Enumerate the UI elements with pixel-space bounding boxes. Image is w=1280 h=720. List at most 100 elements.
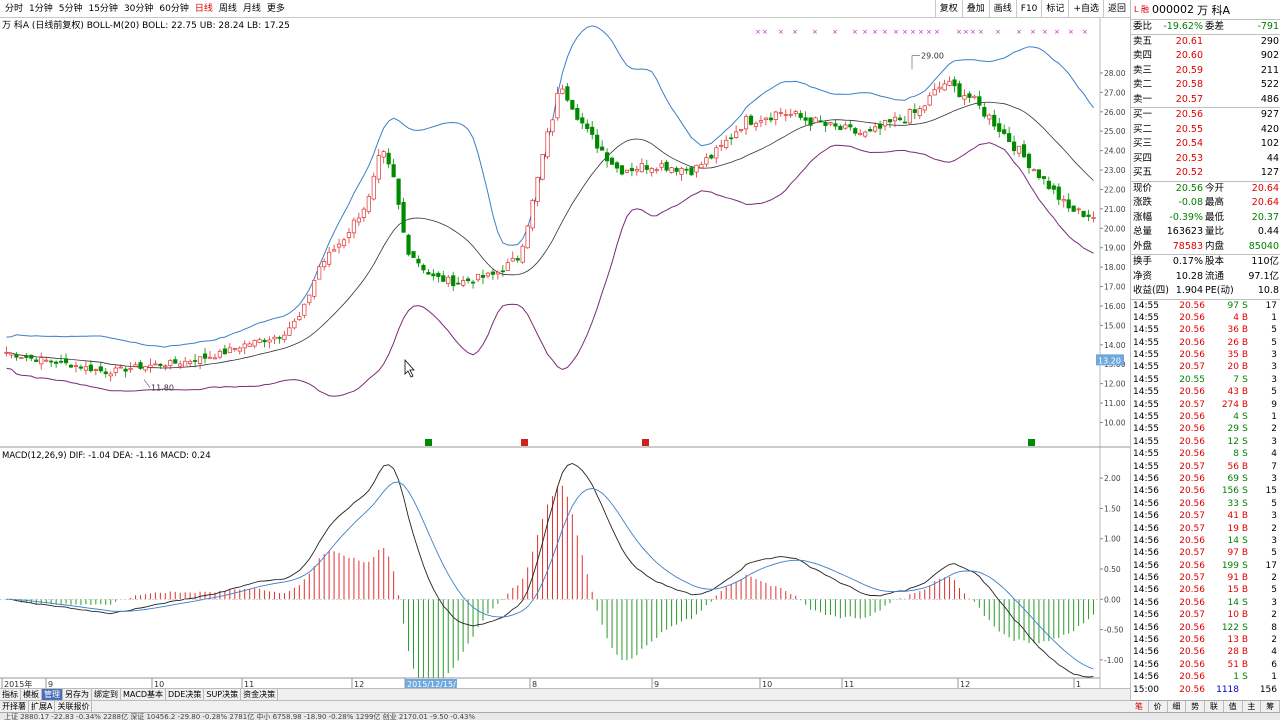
book-price: 20.53 [1175, 152, 1203, 164]
stock-code[interactable]: 000002 [1152, 3, 1194, 16]
chart-tool-button[interactable]: F10 [1015, 0, 1042, 18]
asks-row[interactable]: 卖五 20.61 290 [1131, 35, 1280, 50]
tick-volume: 14 [1227, 535, 1239, 546]
panel-tab[interactable]: 势 [1186, 701, 1205, 712]
tick-volume: 43 [1227, 387, 1239, 398]
chart-tool-button[interactable]: 返回 [1102, 0, 1130, 18]
panel-tab[interactable]: 细 [1168, 701, 1187, 712]
bids-row[interactable]: 买五 20.52 127 [1131, 166, 1280, 181]
candlestick [912, 103, 917, 120]
candlestick [1007, 126, 1012, 143]
bids-row[interactable]: 买三 20.54 102 [1131, 137, 1280, 152]
candlestick [431, 269, 436, 281]
candlestick [331, 244, 337, 252]
candlestick [9, 352, 14, 359]
chart-tool-button[interactable]: 叠加 [961, 0, 989, 18]
book-volume: 927 [1260, 109, 1279, 120]
tick-direction: B [1241, 585, 1249, 596]
candlestick [952, 76, 957, 93]
tick-price: 20.56 [1179, 635, 1205, 646]
asks-row[interactable]: 卖三 20.59 211 [1131, 64, 1280, 79]
asks-row[interactable]: 卖二 20.58 522 [1131, 78, 1280, 93]
candlestick [232, 347, 237, 352]
period-tab[interactable]: 5分钟 [58, 3, 83, 14]
book-price: 20.60 [1175, 50, 1203, 61]
candlestick [396, 178, 401, 210]
indicator-tab[interactable]: 模板 [21, 689, 42, 700]
tick-row: 14:55 20.56 43 B 5 [1131, 386, 1280, 398]
candlestick [371, 172, 376, 201]
tick-count: 3 [1271, 535, 1277, 546]
tick-list[interactable]: 14:55 20.56 97 S 17 14:55 20.56 4 B 1 14:55 20.56 36… [1131, 300, 1280, 697]
candlestick [480, 269, 486, 285]
candlestick [997, 117, 1002, 138]
fund-value: 110亿 [1251, 256, 1279, 267]
asks-row[interactable]: 卖一 20.57 486 [1131, 93, 1280, 108]
indicator-tab[interactable]: 绑定到 [92, 689, 121, 700]
indicator-tab[interactable]: 资金决策 [241, 689, 279, 700]
asks-row[interactable]: 卖四 20.60 902 [1131, 49, 1280, 64]
indicator-tab[interactable]: DDE决策 [166, 689, 205, 700]
event-marker-icon[interactable] [425, 439, 432, 446]
panel-tab[interactable]: 主 [1243, 701, 1262, 712]
indicator-tab[interactable]: 管理 [42, 689, 63, 700]
price-tick-label: 28.00 [1104, 69, 1126, 78]
panel-tab[interactable]: 价 [1149, 701, 1168, 712]
period-tab[interactable]: 周线 [218, 3, 237, 14]
panel-tab[interactable]: 值 [1224, 701, 1243, 712]
quote-label: 内盘 [1205, 240, 1225, 252]
macd-tick-label: 2.00 [1104, 474, 1121, 483]
indicator-tab[interactable]: MACD基本 [121, 689, 166, 700]
period-tab[interactable]: 日线 [194, 3, 213, 14]
indicator-tab[interactable]: 指标 [0, 689, 21, 700]
candlestick [406, 233, 411, 257]
candlestick [68, 363, 74, 369]
chart-tool-button[interactable]: 标记 [1041, 0, 1068, 18]
candlestick [153, 360, 158, 366]
tick-volume: 4 [1233, 312, 1239, 323]
tick-row: 14:56 20.56 13 B 2 [1131, 634, 1280, 646]
panel-tab[interactable]: 联 [1205, 701, 1224, 712]
period-tab[interactable]: 60分钟 [159, 3, 189, 14]
panel-tab[interactable]: 笔 [1130, 701, 1149, 712]
indicator-tab[interactable]: 另存为 [63, 689, 92, 700]
chart-tool-button[interactable]: 复权 [934, 0, 962, 18]
chart-tools: 复权 叠加 画线 F10 标记 +自选 返回 [934, 0, 1130, 18]
tick-count: 2 [1271, 610, 1277, 621]
fund-value: 10.28 [1175, 270, 1203, 282]
bids-row[interactable]: 买二 20.55 420 [1131, 123, 1280, 138]
signal-x-marker: × [862, 28, 868, 36]
extra-tab[interactable]: 开择薯 [0, 701, 29, 712]
period-tab[interactable]: 30分钟 [123, 3, 154, 14]
period-tab[interactable]: 更多 [266, 3, 285, 14]
bids-row[interactable]: 买四 20.53 44 [1131, 152, 1280, 167]
event-marker-icon[interactable] [642, 439, 649, 446]
candlestick [237, 346, 242, 355]
tick-row: 14:55 20.56 8 S 4 [1131, 448, 1280, 460]
candlestick [262, 338, 267, 348]
book-price: 20.57 [1175, 93, 1203, 105]
tick-row: 14:55 20.57 56 B 7 [1131, 461, 1280, 473]
high-price-label: 29.00 [921, 51, 944, 60]
tick-time: 14:56 [1133, 635, 1159, 646]
candlestick [858, 129, 863, 136]
tick-volume: 274 [1221, 399, 1239, 410]
chart-tool-button[interactable]: +自选 [1068, 0, 1103, 18]
period-tab[interactable]: 月线 [242, 3, 261, 14]
period-tab[interactable]: 15分钟 [88, 3, 118, 14]
event-marker-icon[interactable] [521, 439, 528, 446]
kline-chart[interactable]: 万 科A (日线前复权) BOLL-M(20) BOLL: 22.75 UB: … [0, 18, 1130, 690]
event-marker-icon[interactable] [1028, 439, 1035, 446]
candlestick [510, 251, 515, 262]
indicator-tab[interactable]: SUP决策 [204, 689, 242, 700]
panel-tab[interactable]: 筹 [1261, 701, 1280, 712]
candlestick [1021, 140, 1027, 159]
candlestick [19, 357, 24, 359]
period-tab[interactable]: 分时 [5, 3, 24, 14]
extra-tab[interactable]: 扩展A [29, 701, 56, 712]
chart-tool-button[interactable]: 画线 [988, 0, 1016, 18]
candlestick [401, 197, 406, 233]
bids-row[interactable]: 买一 20.56 927 [1131, 108, 1280, 123]
extra-tab[interactable]: 关联报价 [55, 701, 93, 712]
period-tab[interactable]: 1分钟 [29, 3, 53, 14]
